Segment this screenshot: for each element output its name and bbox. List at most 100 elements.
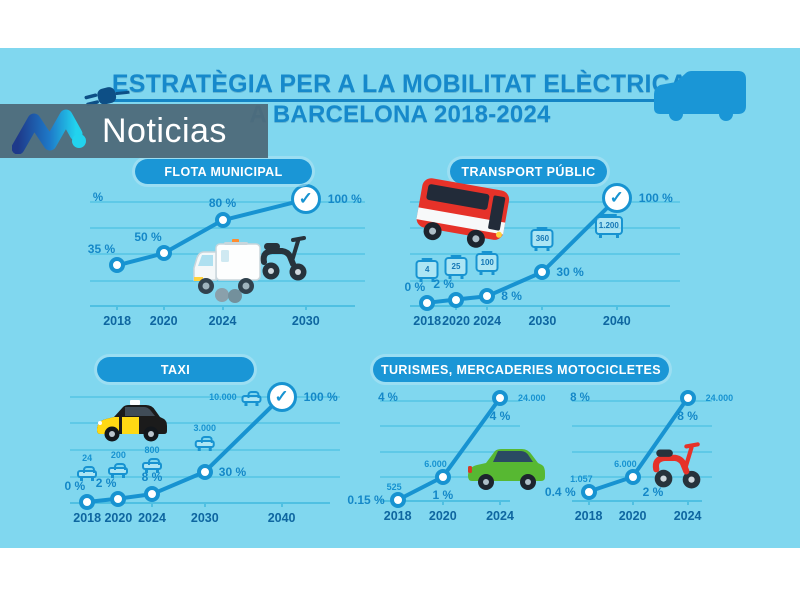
pct-label: 35 %	[87, 242, 116, 257]
count-label: 200	[110, 449, 126, 460]
year-label: 2018	[73, 511, 102, 525]
data-point	[155, 245, 172, 262]
count-label: 525	[386, 482, 402, 492]
pct-label: 8 %	[677, 409, 698, 424]
year-label: 2030	[528, 314, 557, 328]
car-count-group: 10.000	[209, 390, 262, 406]
axis-tick	[455, 305, 457, 310]
goal-checkmark-icon: ✓	[601, 183, 632, 214]
data-point	[534, 264, 551, 280]
data-point	[389, 492, 406, 508]
car-count-group: 200	[108, 449, 129, 478]
goal-checkmark-icon: ✓	[266, 381, 297, 412]
barcelona-taxi-icon	[97, 400, 167, 442]
chart-taxi: 0 % 24 2018 2 % 200 2020 8 % 800 2024 30 % 3.000 20…	[65, 381, 340, 525]
panel-title-turismes: TURISMES, MERCADERIES MOTOCICLETES	[373, 357, 669, 382]
pct-label: 0 %	[404, 279, 426, 294]
pct-label: 0.4 %	[544, 484, 576, 499]
bus-count-icon: 25	[444, 254, 468, 279]
gridline	[70, 395, 340, 398]
gridline	[572, 450, 712, 453]
main-title-line1: ESTRATÈGIA PER A LA MOBILITAT ELÈCTRICA	[111, 70, 689, 98]
gridline	[410, 253, 680, 256]
panel-title-transport-public: TRANSPORT PÚBLIC	[450, 159, 607, 184]
count-label: 24.000	[705, 393, 734, 404]
axis-tick	[280, 502, 283, 507]
gridline	[410, 279, 680, 282]
scooter-icon	[260, 236, 307, 281]
year-label: 2024	[138, 511, 166, 525]
chart-flota-municipal: 35 % 2018 50 % 2020 80 % 2024 ✓ 100 % 2030%	[88, 184, 365, 328]
year-label: 2024	[673, 509, 702, 523]
pct-label: 1 %	[432, 487, 454, 502]
count-label: 24	[82, 453, 93, 463]
bus-count-icon: 4	[415, 257, 439, 282]
gridline	[70, 449, 340, 452]
year-label: 2020	[442, 314, 470, 328]
gridline	[380, 400, 520, 403]
data-point	[434, 468, 451, 485]
year-label: 2018	[574, 509, 603, 523]
year-label: 2018	[383, 509, 412, 523]
year-label: 2040	[267, 511, 296, 525]
gridline	[90, 226, 365, 229]
car-icon	[142, 458, 162, 474]
chart-turismes-cotxe: 0.15 % 525 2018 1 % 6.000 2020 4 % 24.000 2024 4 …	[347, 390, 546, 523]
axis-baseline	[70, 502, 330, 504]
year-label: 2024	[486, 509, 514, 523]
charging-cable-line	[108, 99, 660, 102]
pct-label: 100 %	[638, 191, 673, 206]
pct-label: 0 %	[64, 479, 86, 493]
pct-label: 100 %	[327, 192, 362, 207]
axis-tick	[116, 305, 119, 310]
bus-count-icon: 100	[475, 251, 499, 276]
car-count-group: 3.000	[194, 423, 216, 451]
data-point	[492, 390, 508, 407]
red-scooter-icon	[652, 442, 701, 489]
noticias-wordmark: Noticias	[102, 111, 227, 150]
pct-label: 2 %	[95, 475, 117, 490]
pct-label: 2 %	[433, 276, 454, 291]
axis-tick	[162, 305, 165, 310]
gridline	[410, 200, 680, 203]
pct-label: 8 %	[141, 470, 163, 485]
year-label: 2024	[208, 314, 237, 328]
noticias-watermark-banner: Noticias	[0, 104, 268, 158]
electric-van-icon	[654, 71, 746, 121]
year-label: 2018	[103, 314, 132, 328]
axis-tick	[686, 500, 689, 505]
axis-tick	[441, 500, 444, 505]
gridline	[572, 425, 712, 428]
axis-max-label: 8 %	[570, 392, 590, 404]
data-point	[624, 468, 641, 485]
data-point	[109, 257, 126, 274]
axis-baseline	[410, 305, 670, 307]
noticias-logo-icon	[12, 109, 86, 154]
car-icon	[77, 466, 98, 481]
pct-label: 100 %	[303, 389, 338, 404]
gridline	[380, 425, 520, 428]
data-point	[196, 463, 213, 480]
pct-label: 2 %	[642, 484, 664, 499]
trend-line	[116, 197, 307, 268]
street-sweeper-van-icon	[193, 239, 261, 303]
axis-tick	[615, 305, 618, 310]
data-point	[144, 486, 160, 503]
count-label: 1.057	[570, 473, 593, 484]
year-label: 2020	[149, 314, 178, 328]
chart-turismes-moto: 0.4 % 1.057 2018 2 % 6.000 2020 8 % 24.000 2024 8…	[545, 390, 733, 523]
pct-label: 4 %	[489, 409, 511, 424]
axis-tick	[587, 500, 590, 505]
year-label: 2030	[190, 511, 219, 525]
data-point	[679, 390, 696, 407]
gridline	[70, 422, 340, 425]
gridline	[572, 400, 712, 403]
axis-tick	[631, 500, 634, 505]
axis-tick	[486, 305, 489, 310]
pct-label: 8 %	[501, 289, 522, 304]
pct-label: 50 %	[134, 230, 162, 245]
count-label: 6.000	[424, 458, 447, 469]
axis-baseline	[572, 500, 702, 502]
car-count-group: 24	[77, 453, 98, 481]
